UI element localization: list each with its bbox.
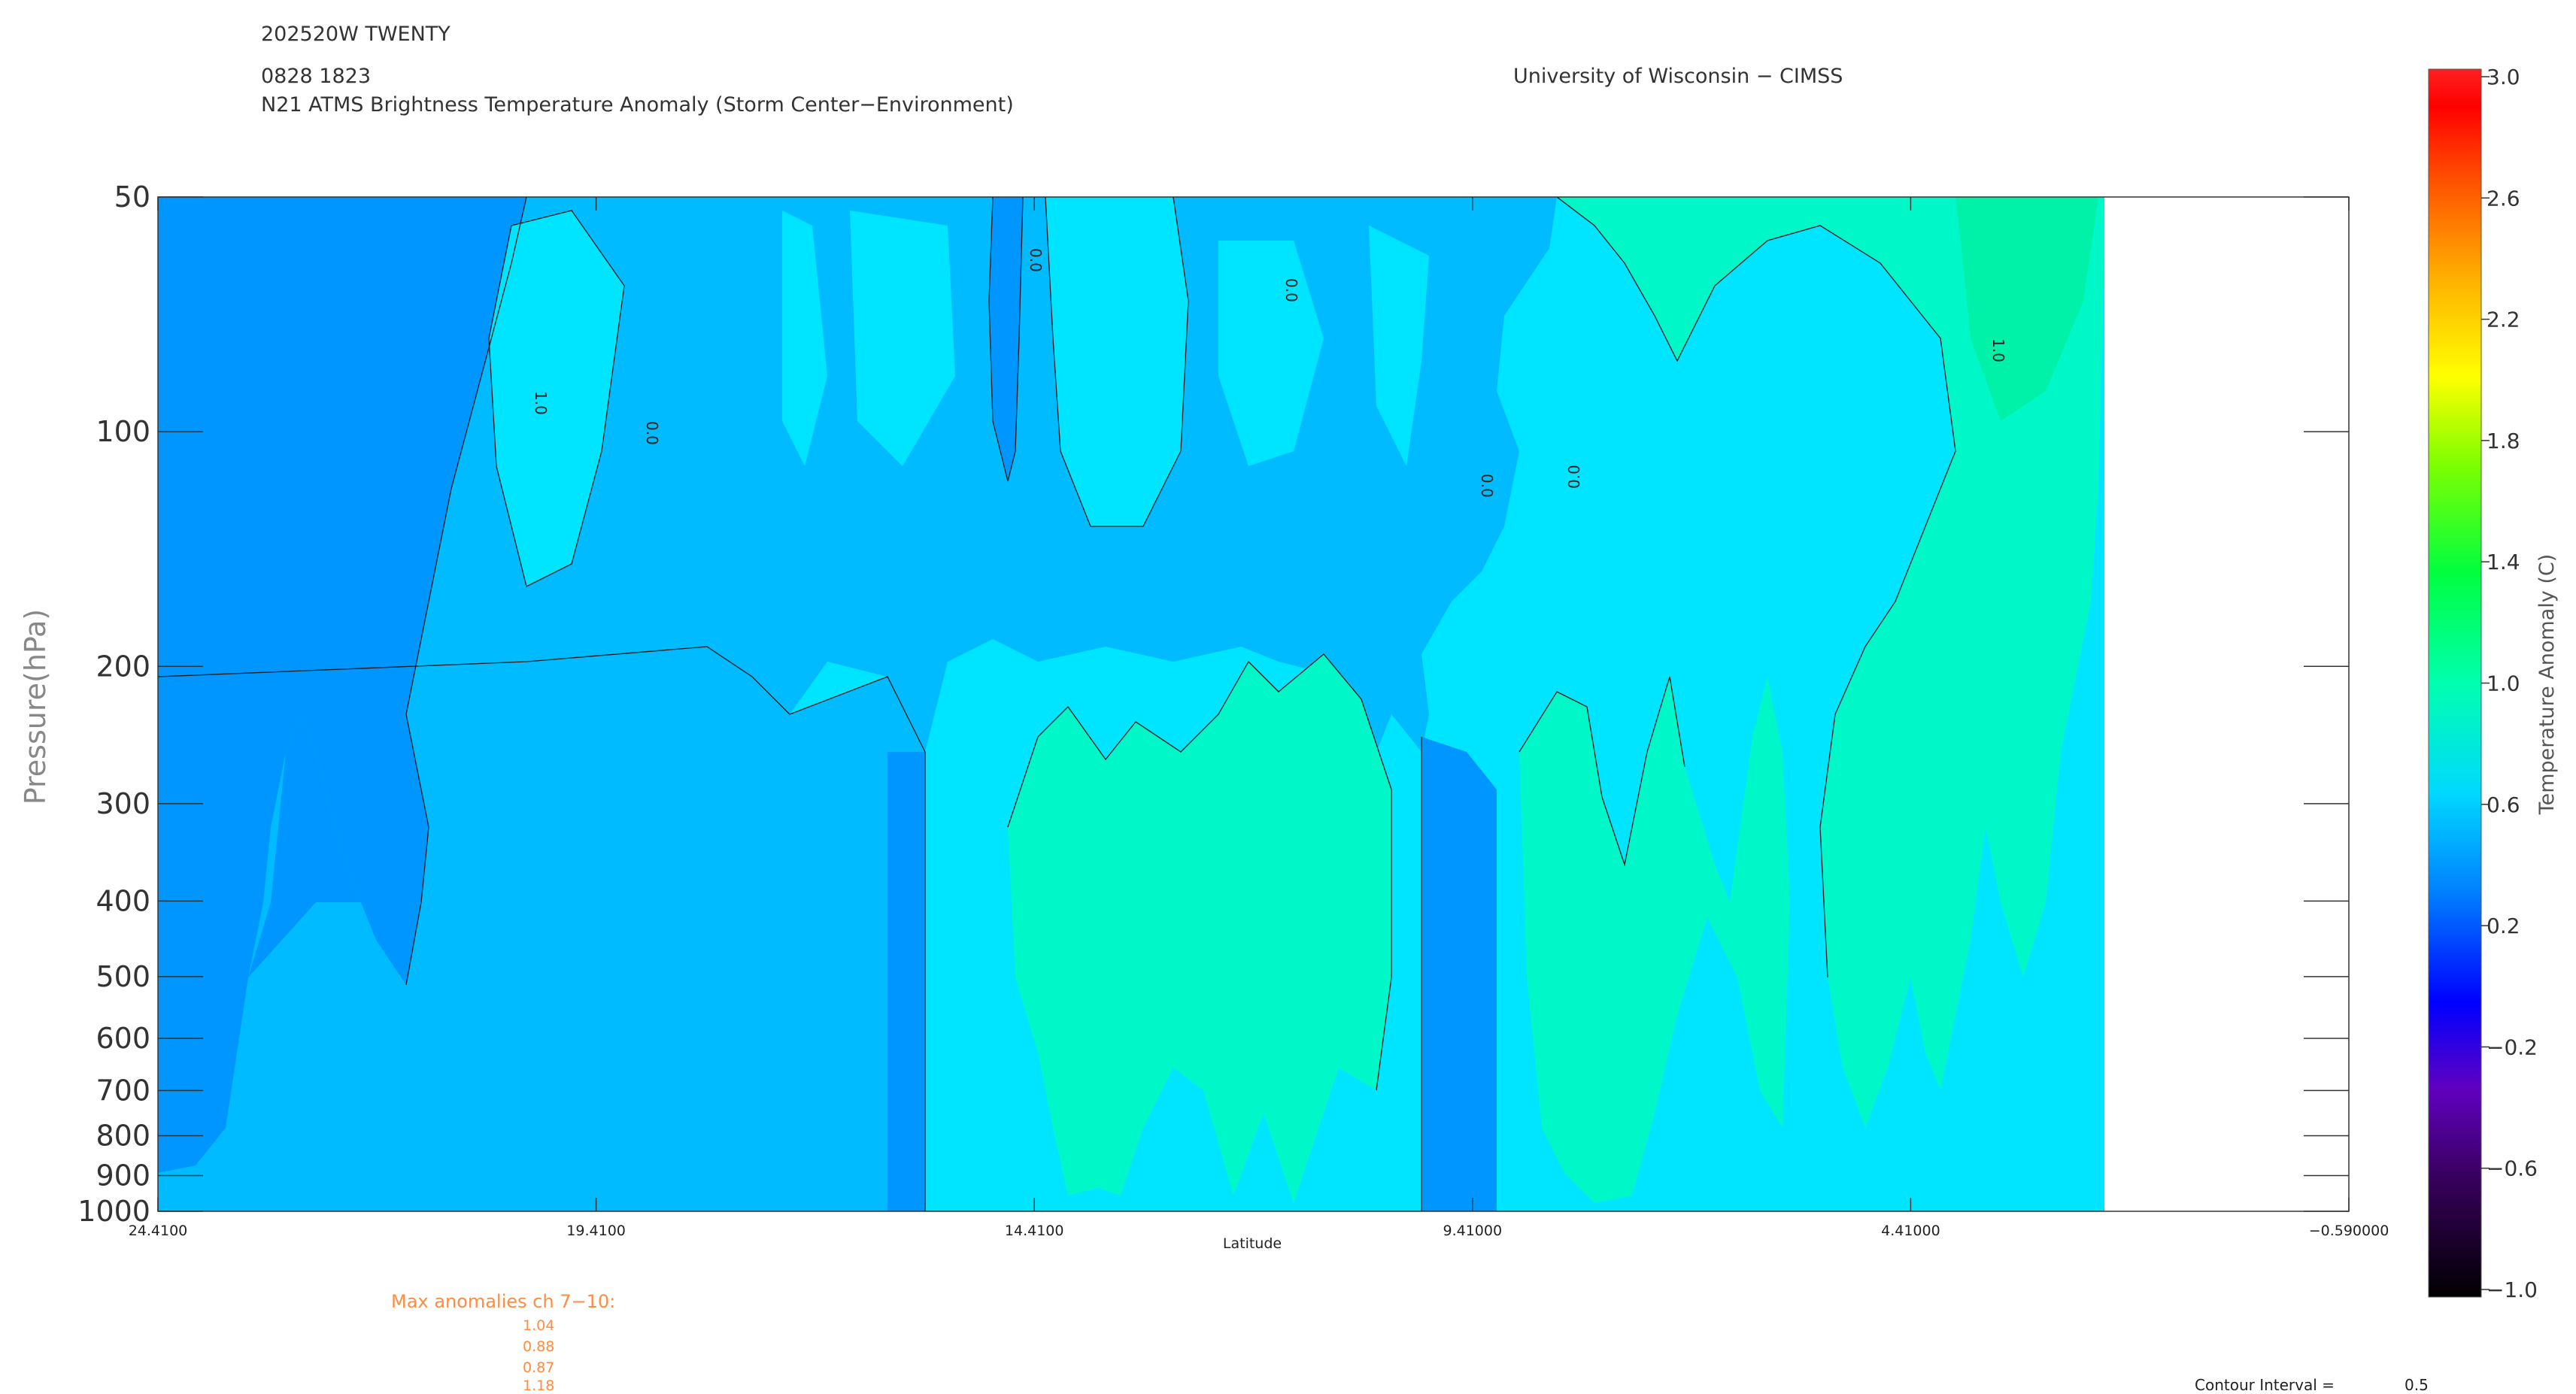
colorbar-tick-label: 1.0: [2486, 671, 2520, 696]
colorbar-tick-label: 3.0: [2486, 65, 2520, 89]
field-region-green-teal-upper: [1956, 197, 2098, 421]
y-tick-label: 1000: [77, 1195, 150, 1228]
field-region-darkblue-left: [158, 197, 526, 1173]
contour-interval-value: 0.5: [2405, 1376, 2429, 1394]
field-region-darkblue-left-b: [248, 714, 421, 985]
colorbar-tick-label: 2.6: [2486, 186, 2520, 211]
max-anomalies-title: Max anomalies ch 7−10:: [391, 1291, 616, 1312]
contour-line-3: [488, 210, 625, 587]
contour-label-0: 0.0: [1478, 474, 1496, 498]
field-region-cyan-island-2: [782, 211, 827, 466]
field-nodata: [2104, 197, 2111, 1211]
field-region-teal-core: [1008, 654, 1391, 1203]
colorbar-ticks: 3.0 2.6 2.2 1.8 1.4 1.0 0.6 0.2 −0.2 −0.6 −1.0: [2481, 65, 2538, 1302]
colorbar: [2428, 68, 2482, 1298]
contour-line-5: [1007, 653, 1392, 1091]
y-axis-title: Pressure(hPa): [19, 609, 52, 805]
field-region-darkblue-mid: [989, 197, 1023, 481]
contour-label-1: 1.0: [532, 391, 550, 415]
field-region-teal-right: [1519, 677, 1790, 1203]
contour-label-0: 0.0: [1282, 278, 1300, 302]
y-tick-label: 50: [114, 180, 150, 214]
x-axis-title: Latitude: [1223, 1235, 1282, 1252]
x-tick-label: −0.590000: [2309, 1223, 2389, 1239]
max-anomaly-value: 1.04: [523, 1317, 555, 1334]
field-region-cyan-island-4: [1045, 197, 1188, 526]
colorbar-tick-label: −0.6: [2486, 1156, 2538, 1181]
x-tick-label: 9.41000: [1443, 1223, 1503, 1239]
contour-label-0: 0.0: [1565, 465, 1583, 489]
field-region-darkblue-mid2: [887, 752, 925, 1211]
contour-line-4: [1045, 197, 1189, 527]
institution: University of Wisconsin − CIMSS: [1513, 65, 1843, 88]
y-tick-label: 400: [96, 884, 150, 917]
x-tick-label: 19.4100: [566, 1223, 626, 1239]
y-tick-label: 100: [96, 415, 150, 448]
x-tick-label: 24.4100: [129, 1223, 188, 1239]
y-tick-label: 200: [96, 650, 150, 683]
contour-labels: 0.0 0.0 0.0 0.0 0.0 1.0 1.0: [532, 248, 2007, 498]
y-tick-label: 800: [96, 1120, 150, 1153]
field-region-cyan-island-3: [850, 211, 955, 466]
product-title: N21 ATMS Brightness Temperature Anomaly …: [261, 93, 1014, 117]
x-tick-label: 14.4100: [1005, 1223, 1064, 1239]
x-axis: 24.4100 19.4100 14.4100 9.41000 4.41000 −0.59…: [129, 197, 2389, 1239]
contour-label-0: 0.0: [643, 421, 661, 445]
contour-line-1: [158, 646, 926, 753]
max-anomaly-value: 0.87: [523, 1359, 555, 1376]
storm-id: 202520W TWENTY: [261, 23, 451, 46]
colorbar-tick-label: 1.8: [2486, 429, 2520, 453]
contour-line-2: [405, 197, 527, 986]
datetime: 0828 1823: [261, 65, 372, 88]
colorbar-tick-label: 0.2: [2486, 914, 2520, 938]
contour-label-1: 1.0: [1989, 338, 2007, 362]
colorbar-tick-label: −1.0: [2486, 1277, 2538, 1302]
field-region-teal-upper-right: [1557, 197, 2106, 1128]
y-tick-label: 700: [96, 1074, 150, 1107]
y-tick-label: 900: [96, 1159, 150, 1192]
field-region-cyan-island-5: [1218, 241, 1324, 466]
x-tick-label: 4.41000: [1881, 1223, 1940, 1239]
field-region-cyan-island-6: [1369, 226, 1429, 466]
max-anomaly-value: 0.88: [523, 1338, 555, 1355]
colorbar-tick-label: 1.4: [2486, 550, 2520, 574]
colorbar-tick-label: −0.2: [2486, 1035, 2538, 1059]
contour-line-6: [1519, 676, 1685, 867]
contour-lines: [158, 197, 1956, 1211]
y-tick-label: 300: [96, 787, 150, 820]
max-anomaly-value: 1.18: [523, 1377, 555, 1394]
heatmap-field: [158, 197, 2111, 1211]
y-tick-label: 600: [96, 1022, 150, 1055]
field-region-darkblue-mid3: [1422, 737, 1497, 1211]
colorbar-label: Temperature Anomaly (C): [2535, 554, 2559, 816]
contour-label-0: 0.0: [1027, 248, 1045, 272]
colorbar-tick-label: 0.6: [2486, 792, 2520, 817]
contour-interval-label: Contour Interval =: [2195, 1376, 2335, 1394]
y-tick-label: 500: [96, 960, 150, 993]
contour-line-10: [988, 197, 1024, 482]
plot-frame: [157, 196, 2350, 1212]
colorbar-tick-label: 2.2: [2486, 308, 2520, 332]
contour-line-7: [1556, 197, 1956, 978]
